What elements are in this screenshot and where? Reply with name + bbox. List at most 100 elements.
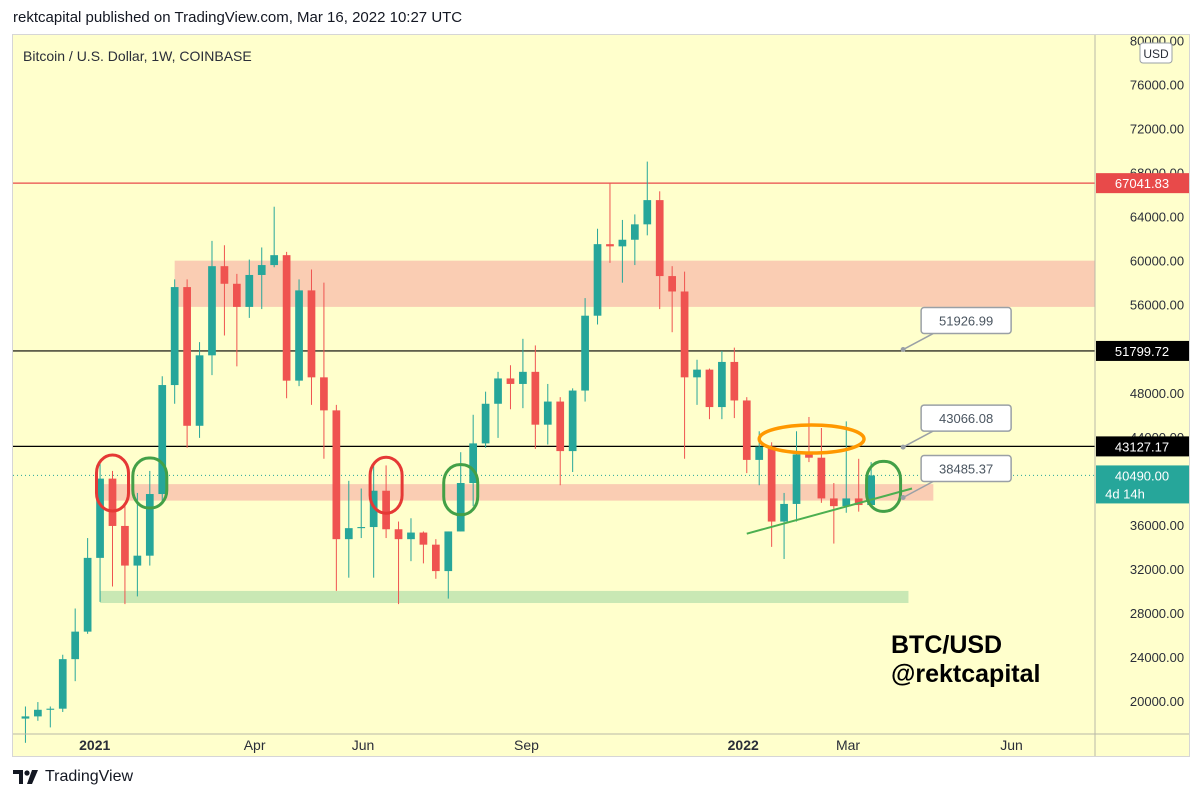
candle-body-61 [780, 503, 788, 522]
candle-body-18 [245, 274, 254, 307]
author-watermark: BTC/USD @rektcapital [891, 631, 1040, 689]
publish-header: rektcapital published on TradingView.com… [13, 9, 463, 26]
current-price-tag [1096, 465, 1189, 504]
candle-body-54 [693, 369, 701, 378]
candle-body-51 [655, 200, 664, 277]
candle-body-60 [767, 446, 776, 522]
annotations-layer [94, 423, 913, 535]
callout-box-2 [920, 454, 1012, 483]
candle-body-24 [320, 377, 328, 411]
candle-body-32 [419, 532, 428, 545]
y-tick-label-1: 24000.00 [1130, 650, 1184, 665]
candle-body-23 [307, 290, 316, 378]
callout-label-1: 43066.08 [939, 411, 993, 426]
green-circle-0 [131, 456, 169, 510]
candle-body-65 [829, 498, 838, 507]
price-tag-label-0: 67041.83 [1115, 176, 1169, 191]
y-tick-label-9: 56000.00 [1130, 298, 1184, 313]
red-circle-0 [94, 453, 130, 513]
candle-body-30 [394, 529, 403, 540]
symbol-title: Bitcoin / U.S. Dollar, 1W, COINBASE [23, 48, 252, 64]
candle-body-38 [494, 378, 502, 404]
callout-label-2: 38485.37 [939, 461, 993, 476]
x-tick-label-4: 2022 [728, 737, 759, 753]
candle-body-36 [469, 443, 478, 484]
candle-body-11 [158, 385, 167, 495]
candle-body-5 [83, 557, 92, 632]
candle-body-42 [543, 401, 552, 425]
x-tick-label-3: Sep [514, 737, 539, 753]
candle-body-37 [481, 403, 490, 444]
y-tick-label-0: 20000.00 [1130, 694, 1184, 709]
candlestick-chart[interactable]: 20000.00 24000.00 28000.00 32000.00 36000.00… [13, 35, 1189, 756]
zone-1 [100, 484, 934, 501]
candle-body-7 [108, 478, 117, 526]
candle-body-50 [643, 200, 652, 225]
callout-leader-2 [902, 480, 934, 499]
candle-body-49 [630, 224, 639, 240]
x-tick-label-6: Jun [1000, 737, 1023, 753]
x-tick-label-0: 2021 [79, 737, 110, 753]
candle-body-12 [170, 287, 179, 386]
zone-0 [174, 260, 1095, 307]
candle-body-46 [593, 244, 602, 316]
y-tick-label-7: 48000.00 [1130, 386, 1184, 401]
support-trendline [746, 487, 913, 535]
resistance-ellipse [757, 423, 866, 455]
current-price-label: 40490.00 [1115, 468, 1169, 483]
candle-body-13 [183, 287, 191, 426]
candle-body-31 [407, 532, 415, 540]
candle-body-45 [581, 315, 589, 391]
price-tag-2 [1096, 436, 1189, 457]
candle-body-63 [805, 454, 813, 458]
green-circle-1 [442, 463, 480, 517]
y-tick-label-2: 28000.00 [1130, 606, 1184, 621]
x-tick-label-1: Apr [244, 737, 266, 753]
y-tick-label-11: 64000.00 [1130, 210, 1184, 225]
price-tag-0 [1096, 173, 1189, 194]
candle-body-41 [531, 371, 540, 425]
chart-frame[interactable]: 20000.00 24000.00 28000.00 32000.00 36000.00… [12, 34, 1190, 757]
y-tick-label-14: 76000.00 [1130, 78, 1184, 93]
candle-body-6 [96, 478, 104, 558]
callout-box-1 [920, 404, 1012, 432]
footer: TradingView [13, 768, 133, 786]
candle-body-20 [270, 255, 279, 266]
candle-body-15 [208, 266, 216, 356]
price-tag-label-1: 51799.72 [1115, 344, 1169, 359]
candle-body-19 [257, 265, 266, 275]
candle-body-8 [121, 525, 129, 566]
y-tick-label-10: 60000.00 [1130, 254, 1184, 269]
candle-body-56 [718, 361, 726, 408]
candle-body-57 [730, 361, 739, 401]
candle-body-34 [444, 531, 453, 572]
green-circle-2 [865, 459, 903, 513]
candle-body-67 [854, 498, 863, 506]
red-circle-1 [368, 455, 404, 515]
candle-body-33 [431, 544, 440, 572]
candle-body-1 [34, 709, 42, 717]
candle-body-44 [568, 390, 577, 452]
candle-body-43 [556, 401, 565, 452]
tradingview-logo-icon [13, 770, 38, 784]
price-tag-label-2: 43127.17 [1115, 439, 1169, 454]
y-tick-label-3: 32000.00 [1130, 562, 1184, 577]
candle-body-26 [344, 528, 353, 540]
currency-label: USD [1143, 47, 1169, 61]
candle-body-10 [145, 494, 154, 556]
y-tick-label-4: 36000.00 [1130, 518, 1184, 533]
candle-body-22 [295, 290, 303, 381]
candles-layer [21, 161, 875, 743]
candle-body-29 [382, 490, 390, 530]
price-callouts-layer: 51926.99 43066.08 38485.37 [900, 306, 1012, 500]
footer-brand[interactable]: TradingView [45, 768, 134, 785]
candle-body-59 [755, 446, 764, 460]
candle-body-21 [282, 255, 291, 381]
candle-body-39 [506, 378, 515, 384]
candle-body-27 [357, 527, 366, 529]
candle-body-4 [71, 631, 80, 660]
x-tick-label-5: Mar [836, 737, 860, 753]
candle-body-17 [233, 283, 241, 307]
candle-body-35 [456, 483, 465, 532]
y-tick-label-13: 72000.00 [1130, 122, 1184, 137]
